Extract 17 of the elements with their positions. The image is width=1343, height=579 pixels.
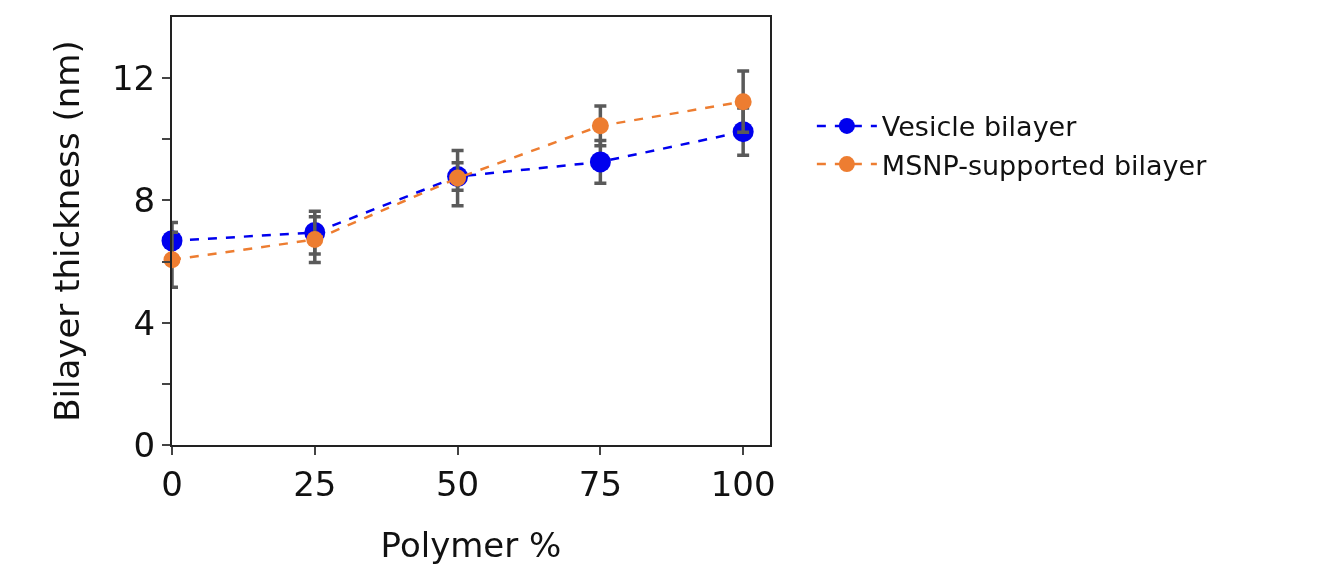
x-tick-label: 0 xyxy=(161,463,183,504)
point xyxy=(306,231,324,249)
point xyxy=(589,151,611,173)
y-tick-label: 4 xyxy=(133,302,156,343)
point xyxy=(591,117,609,135)
x-tick-label: 100 xyxy=(710,463,776,504)
x-tick-label: 75 xyxy=(578,463,622,504)
x-axis-title: Polymer % xyxy=(380,524,562,565)
legend-label: MSNP-supported bilayer xyxy=(881,149,1208,181)
point xyxy=(734,93,752,111)
legend-label: Vesicle bilayer xyxy=(881,111,1078,143)
y-tick-label: 8 xyxy=(133,180,156,221)
y-tick-label: 12 xyxy=(111,58,156,99)
y-tick-label: 0 xyxy=(133,424,156,465)
x-tick-label: 50 xyxy=(435,463,480,504)
y-axis-title: Bilayer thickness (nm) xyxy=(47,40,88,422)
x-tick-label: 25 xyxy=(293,463,337,504)
